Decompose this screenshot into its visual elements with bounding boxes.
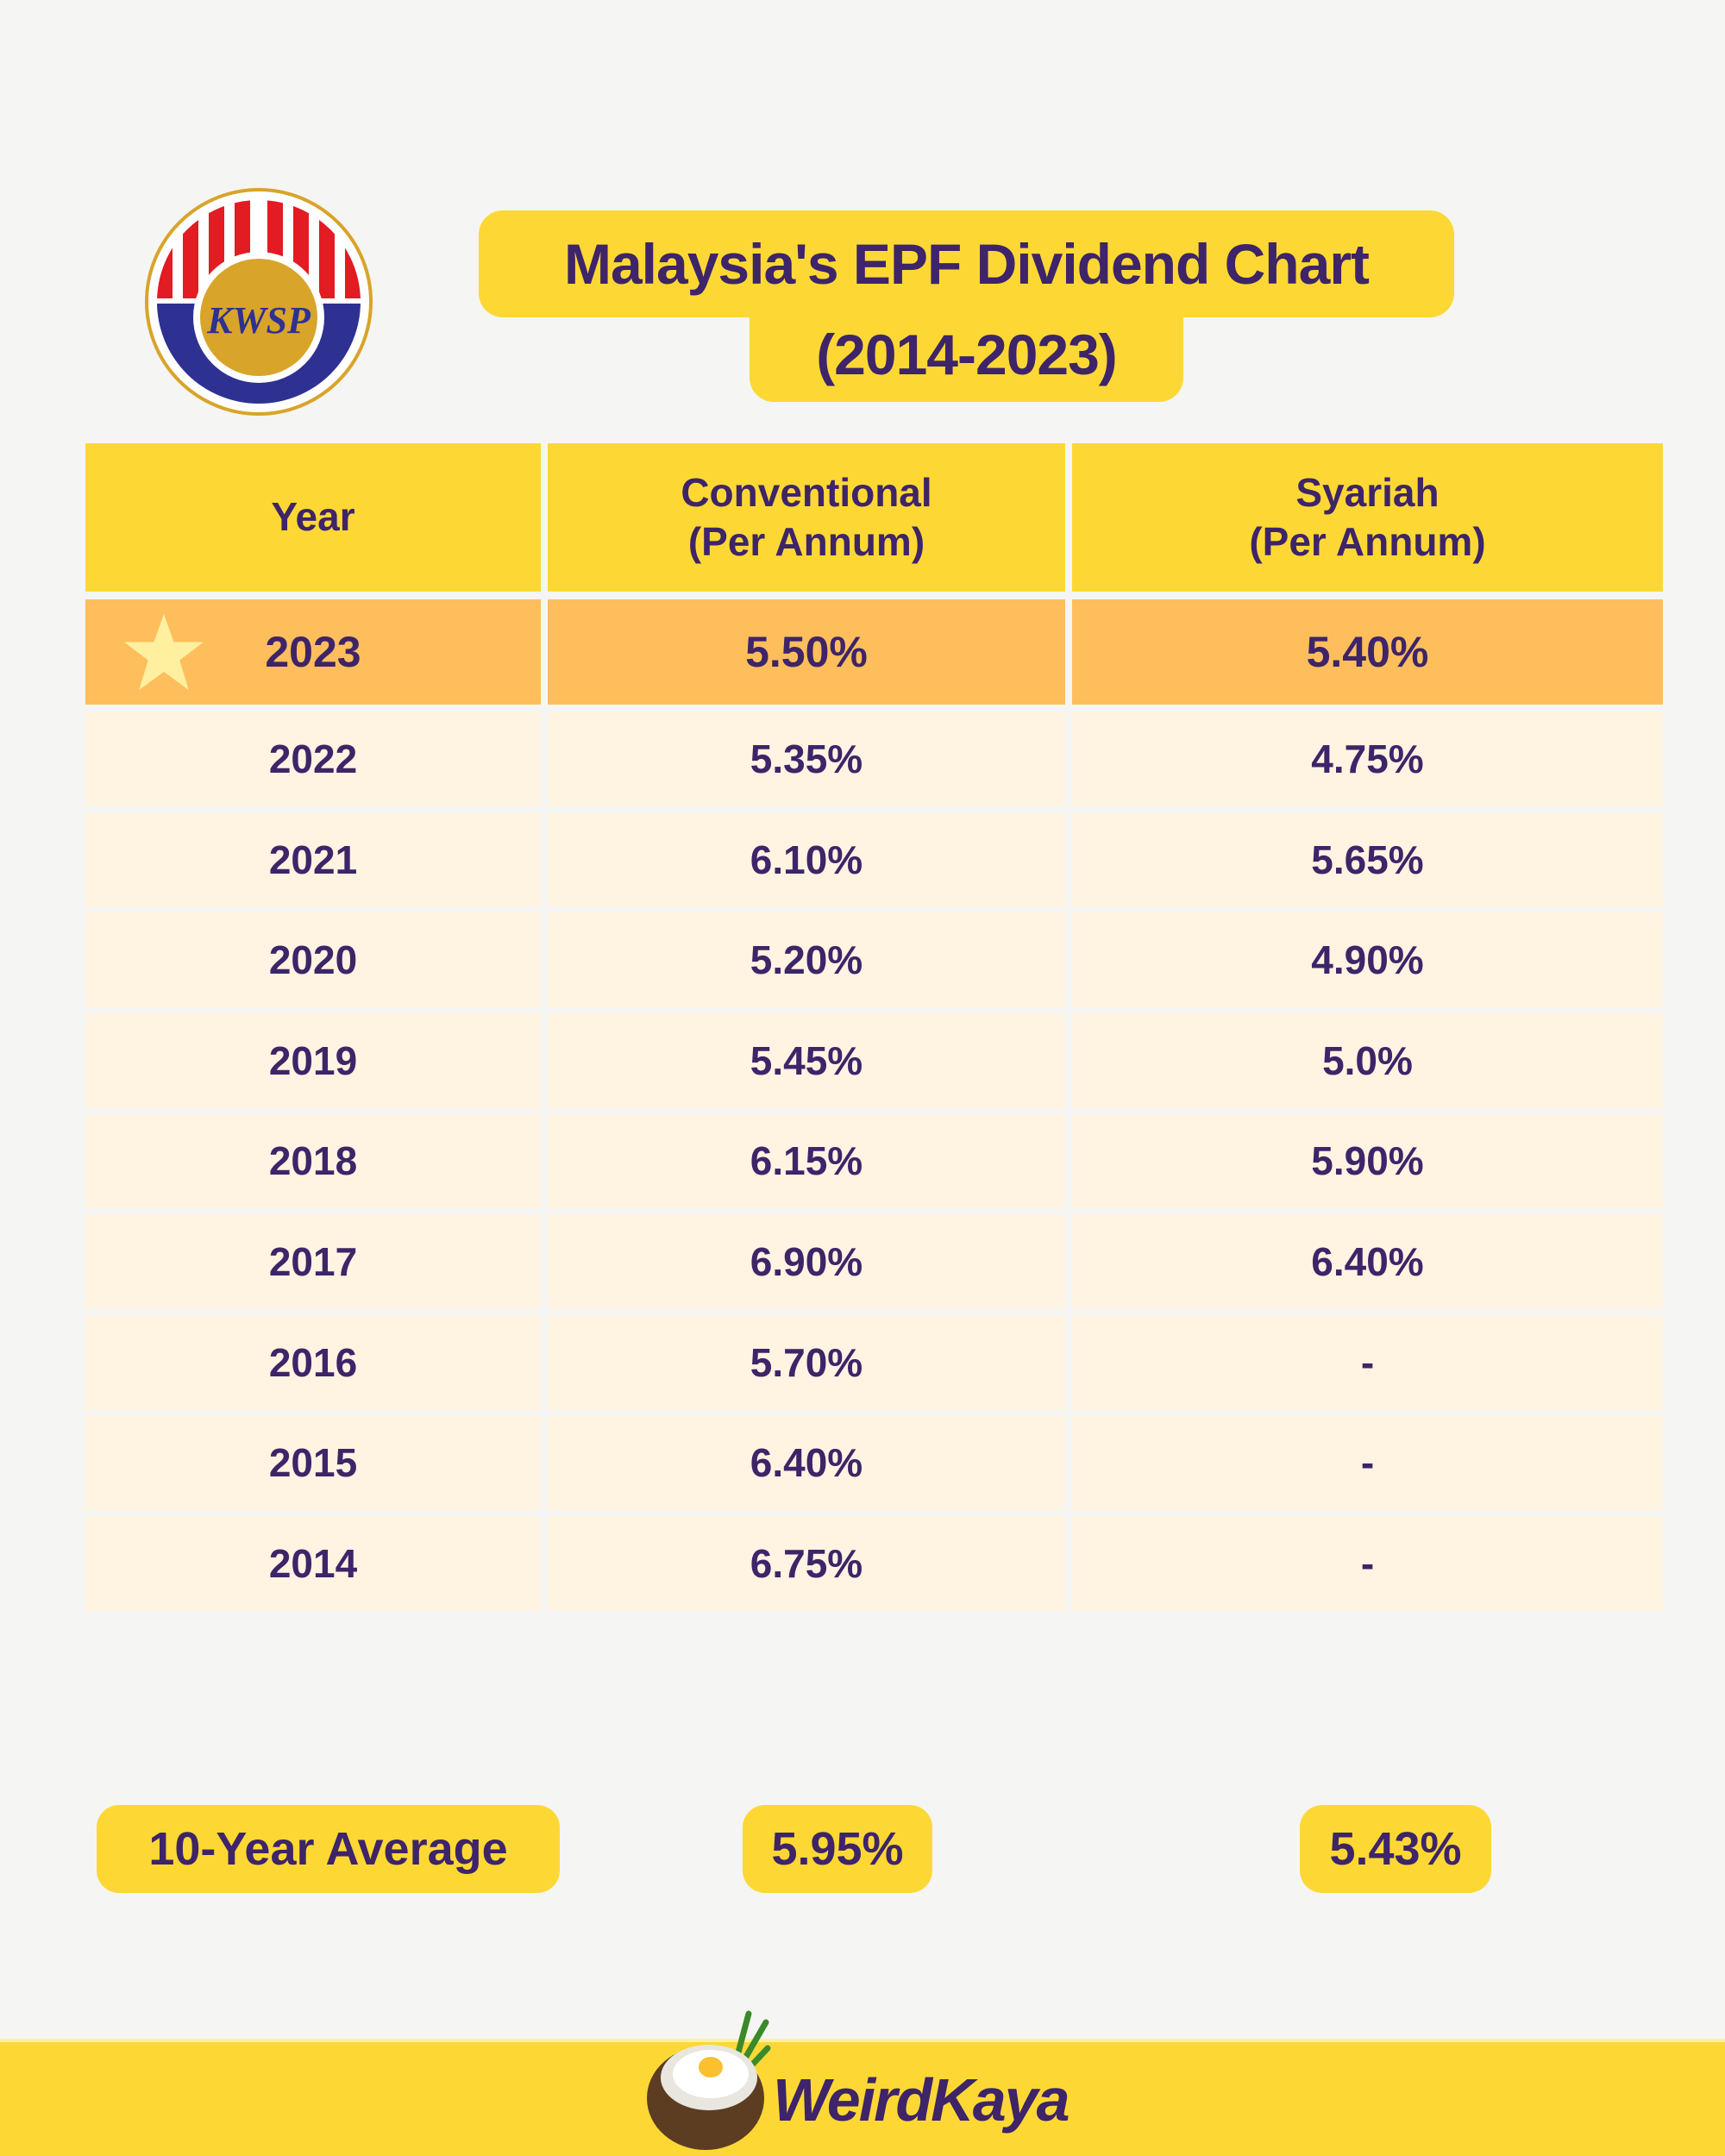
table-cell-year: 2017 (85, 1214, 541, 1309)
coconut-logo-icon (647, 2010, 771, 2150)
table-cell-conventional: 6.90% (548, 1214, 1065, 1309)
brand-name: WeirdKaya (773, 2066, 1070, 2134)
average-conventional: 5.95% (743, 1805, 932, 1893)
table-cell-year: 2015 (85, 1415, 541, 1511)
table-cell-year: 2019 (85, 1012, 541, 1108)
table-cell-syariah: 4.90% (1072, 912, 1663, 1008)
table-cell-syariah: - (1072, 1415, 1663, 1511)
table-cell-conventional: 6.75% (548, 1515, 1065, 1611)
table-cell-year: 2016 (85, 1314, 541, 1410)
header-conventional: Conventional (Per Annum) (548, 443, 1065, 592)
star-icon (123, 613, 204, 691)
table-cell-syariah: 4.75% (1072, 711, 1663, 806)
table-cell-conventional: 6.15% (548, 1113, 1065, 1209)
header-syariah: Syariah (Per Annum) (1072, 443, 1663, 592)
title-line-2: (2014-2023) (750, 307, 1183, 402)
table-cell-year: 2021 (85, 812, 541, 907)
table-cell-year: 2020 (85, 912, 541, 1008)
kwsp-logo: KWSP (145, 188, 373, 416)
average-label: 10-Year Average (97, 1805, 560, 1893)
table-cell-syariah: 5.90% (1072, 1113, 1663, 1209)
highlight-conventional: 5.50% (548, 599, 1065, 705)
highlight-syariah: 5.40% (1072, 599, 1663, 705)
table-cell-syariah: - (1072, 1515, 1663, 1611)
title-line-1: Malaysia's EPF Dividend Chart (479, 210, 1454, 317)
table-cell-year: 2022 (85, 711, 541, 806)
table-cell-conventional: 6.10% (548, 812, 1065, 907)
footer-bar (0, 2039, 1725, 2156)
table-cell-syariah: 6.40% (1072, 1214, 1663, 1309)
table-cell-conventional: 5.45% (548, 1012, 1065, 1108)
table-cell-syariah: 5.65% (1072, 812, 1663, 907)
svg-text:KWSP: KWSP (206, 299, 311, 342)
table-cell-conventional: 6.40% (548, 1415, 1065, 1511)
table-cell-conventional: 5.35% (548, 711, 1065, 806)
table-cell-syariah: - (1072, 1314, 1663, 1410)
table-cell-year: 2014 (85, 1515, 541, 1611)
table-cell-conventional: 5.20% (548, 912, 1065, 1008)
table-cell-conventional: 5.70% (548, 1314, 1065, 1410)
header-year: Year (85, 443, 541, 592)
average-syariah: 5.43% (1300, 1805, 1491, 1893)
table-cell-year: 2018 (85, 1113, 541, 1209)
table-cell-syariah: 5.0% (1072, 1012, 1663, 1108)
